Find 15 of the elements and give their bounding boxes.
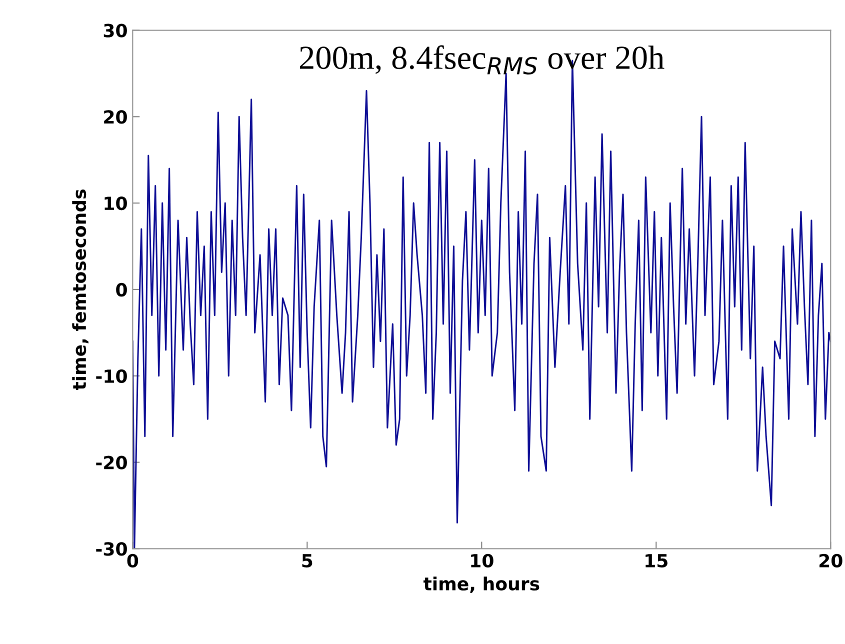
x-tick-label: 0	[127, 554, 138, 568]
x-tick-label: 15	[646, 554, 668, 568]
y-tick-label: 20	[104, 110, 127, 124]
x-tick-label: 5	[302, 554, 312, 568]
y-tick-label: -30	[96, 542, 127, 556]
x-tick-label: 10	[471, 554, 494, 568]
x-tick-label: 20	[820, 554, 842, 568]
y-tick-label: 30	[104, 24, 127, 38]
y-axis-title: time, femtoseconds	[72, 190, 88, 390]
x-axis-title: time, hours	[423, 576, 540, 593]
y-tick-label: 10	[104, 196, 127, 210]
annotation: 200m, 8.4fsec$_{RMS}$ over 20h	[300, 45, 664, 75]
y-tick-label: -20	[96, 456, 127, 470]
y-tick-label: -10	[96, 369, 127, 383]
y-tick-label: 0	[116, 282, 127, 297]
